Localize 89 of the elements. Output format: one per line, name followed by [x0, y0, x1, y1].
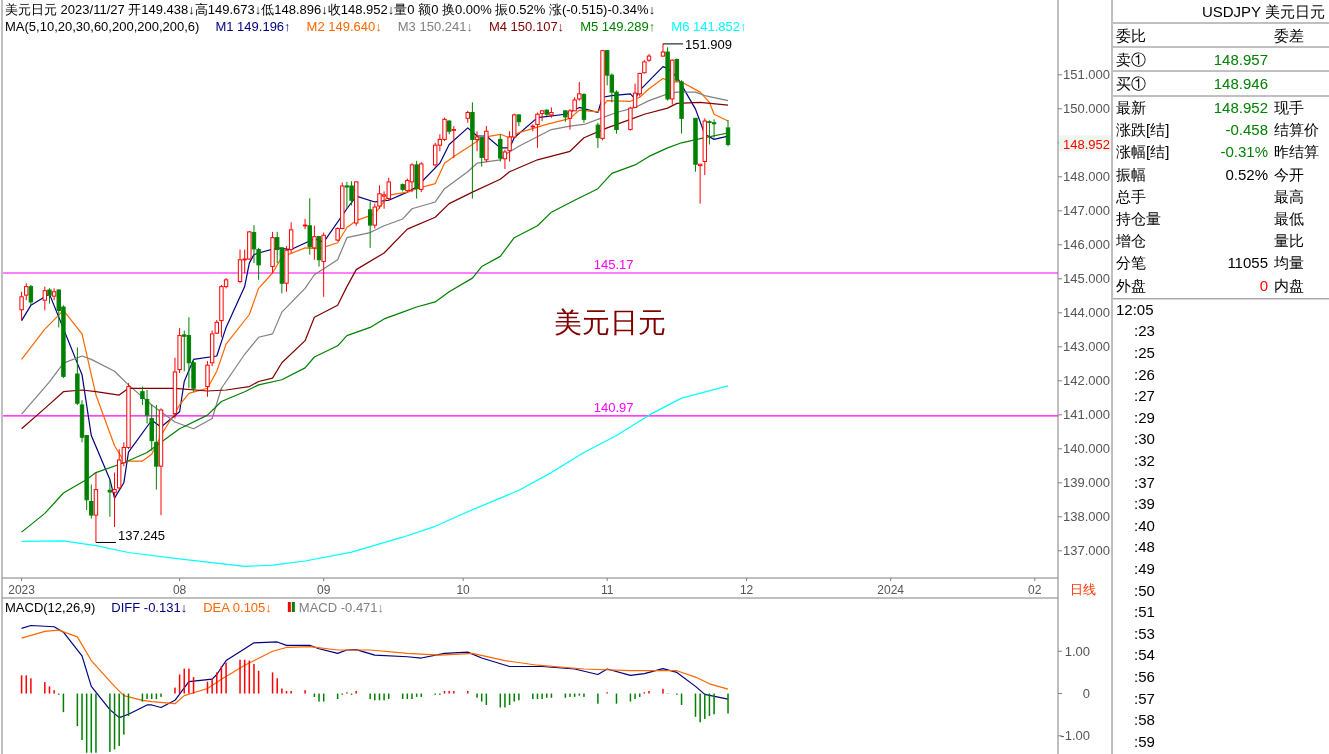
text: 148.957: [1213, 51, 1268, 68]
text: -0.31%: [1220, 143, 1268, 161]
x-tick-label: 11: [600, 583, 614, 597]
text: 最新: [1116, 99, 1146, 116]
y-tick-label: 145.000: [1063, 271, 1110, 287]
text: 振幅: [1116, 165, 1146, 183]
text: 涨幅[结]: [1116, 143, 1170, 161]
y-tick-label: -1.00: [1060, 728, 1090, 744]
y-tick-label: 137.000: [1063, 543, 1110, 559]
text: :27: [1134, 387, 1155, 405]
text: :58: [1134, 711, 1155, 729]
text: :32: [1134, 452, 1155, 469]
text: 买①: [1116, 75, 1146, 92]
text: 最低: [1274, 210, 1304, 227]
text: 11055: [1227, 254, 1268, 272]
x-tick-label: 02: [1028, 583, 1042, 597]
text: :59: [1134, 732, 1155, 750]
y-tick-label: 138.000: [1063, 509, 1110, 525]
text: 委差: [1274, 27, 1304, 44]
text: 卖①: [1116, 51, 1146, 68]
text: 最高: [1274, 187, 1304, 205]
text: :54: [1134, 646, 1155, 664]
text: 外盘: [1116, 276, 1146, 294]
text: 均量: [1274, 254, 1304, 272]
y-tick-label: 146.000: [1063, 237, 1110, 253]
text: 148.952: [1213, 99, 1268, 116]
y-tick-label: 140.000: [1063, 441, 1110, 457]
annotation: 美元日元: [554, 307, 666, 338]
text: :25: [1134, 344, 1155, 361]
text: -0.458: [1225, 121, 1268, 139]
legend: MA(5,10,20,30,60,200,200,200,6) M1 149.196↑ M2 149.640↓ M3 150.241↓ M4 150.107↓ M5 149.289↑ M6 141.852↑: [5, 19, 747, 34]
text: 委比: [1116, 27, 1146, 44]
text: :40: [1134, 516, 1155, 534]
text: :56: [1134, 668, 1155, 685]
x-tick-label: 2023: [8, 583, 36, 597]
annotation: 151.909: [684, 36, 732, 52]
text: 涨跌[结]: [1116, 121, 1170, 139]
y-tick-label: 141.000: [1063, 407, 1110, 423]
text: 持仓量: [1116, 210, 1161, 227]
text: :53: [1134, 624, 1155, 642]
ref-line-label: 145.17: [593, 257, 634, 273]
legend: MACD(12,26,9) DIFF -0.131↓ DEA 0.105↓ MACD -0.471↓: [5, 600, 385, 615]
annotation: 137.245: [117, 528, 165, 544]
ref-line-label: 140.97: [593, 399, 634, 415]
text: :49: [1134, 560, 1155, 577]
text: 内盘: [1274, 276, 1304, 294]
y-tick-label: 148.000: [1063, 169, 1110, 185]
x-tick-label: 09: [317, 583, 331, 597]
text: 日线: [1070, 582, 1096, 597]
chart-title: 美元日元 2023/11/27 开149.438↓高149.673↓低148.896↓收148.952↓量0 额0 换0.00% 振0.52% 涨(-0.515)-0.34%↓: [5, 2, 656, 17]
text: 0.52%: [1225, 165, 1268, 183]
text: 分笔: [1116, 254, 1146, 272]
legend-label: MACD -0.471↓: [298, 600, 385, 615]
x-tick-label: 08: [172, 583, 187, 597]
text: 总手: [1116, 187, 1146, 205]
text: :48: [1134, 538, 1155, 556]
text: 结算价: [1274, 121, 1319, 139]
text: :30: [1134, 430, 1155, 448]
text: 量比: [1274, 232, 1304, 250]
text: :37: [1134, 473, 1155, 491]
text: :57: [1134, 689, 1155, 707]
y-tick-label: 139.000: [1063, 475, 1110, 491]
x-tick-label: 12: [739, 583, 754, 597]
y-tick-label: 143.000: [1063, 339, 1110, 355]
text: 昨结算: [1274, 143, 1319, 161]
y-tick-label: 150.000: [1063, 101, 1110, 117]
text: USDJPY 美元日元: [1201, 3, 1325, 20]
text: :23: [1134, 322, 1155, 340]
text: :50: [1134, 581, 1155, 599]
x-tick-label: 2024: [877, 583, 905, 597]
text: 148.952: [1063, 136, 1110, 152]
x-tick-label: 10: [456, 583, 471, 597]
text: 148.946: [1213, 75, 1268, 92]
text: 增仓: [1116, 232, 1146, 250]
y-tick-label: 144.000: [1063, 305, 1110, 321]
text: 0: [1259, 276, 1268, 294]
text: :51: [1134, 603, 1155, 621]
y-tick-label: 151.000: [1063, 67, 1110, 83]
text: :29: [1134, 408, 1155, 426]
text: :39: [1134, 495, 1155, 513]
y-tick-label: 147.000: [1063, 203, 1110, 219]
text: :26: [1134, 365, 1155, 383]
text: 12:05: [1116, 300, 1154, 318]
y-tick-label: 142.000: [1063, 373, 1110, 389]
text: 今开: [1274, 165, 1304, 183]
text: 现手: [1274, 99, 1304, 116]
legend-title: MACD(12,26,9): [5, 600, 96, 615]
y-tick-label: 1.00: [1064, 643, 1090, 659]
y-tick-label: 0: [1082, 686, 1090, 702]
